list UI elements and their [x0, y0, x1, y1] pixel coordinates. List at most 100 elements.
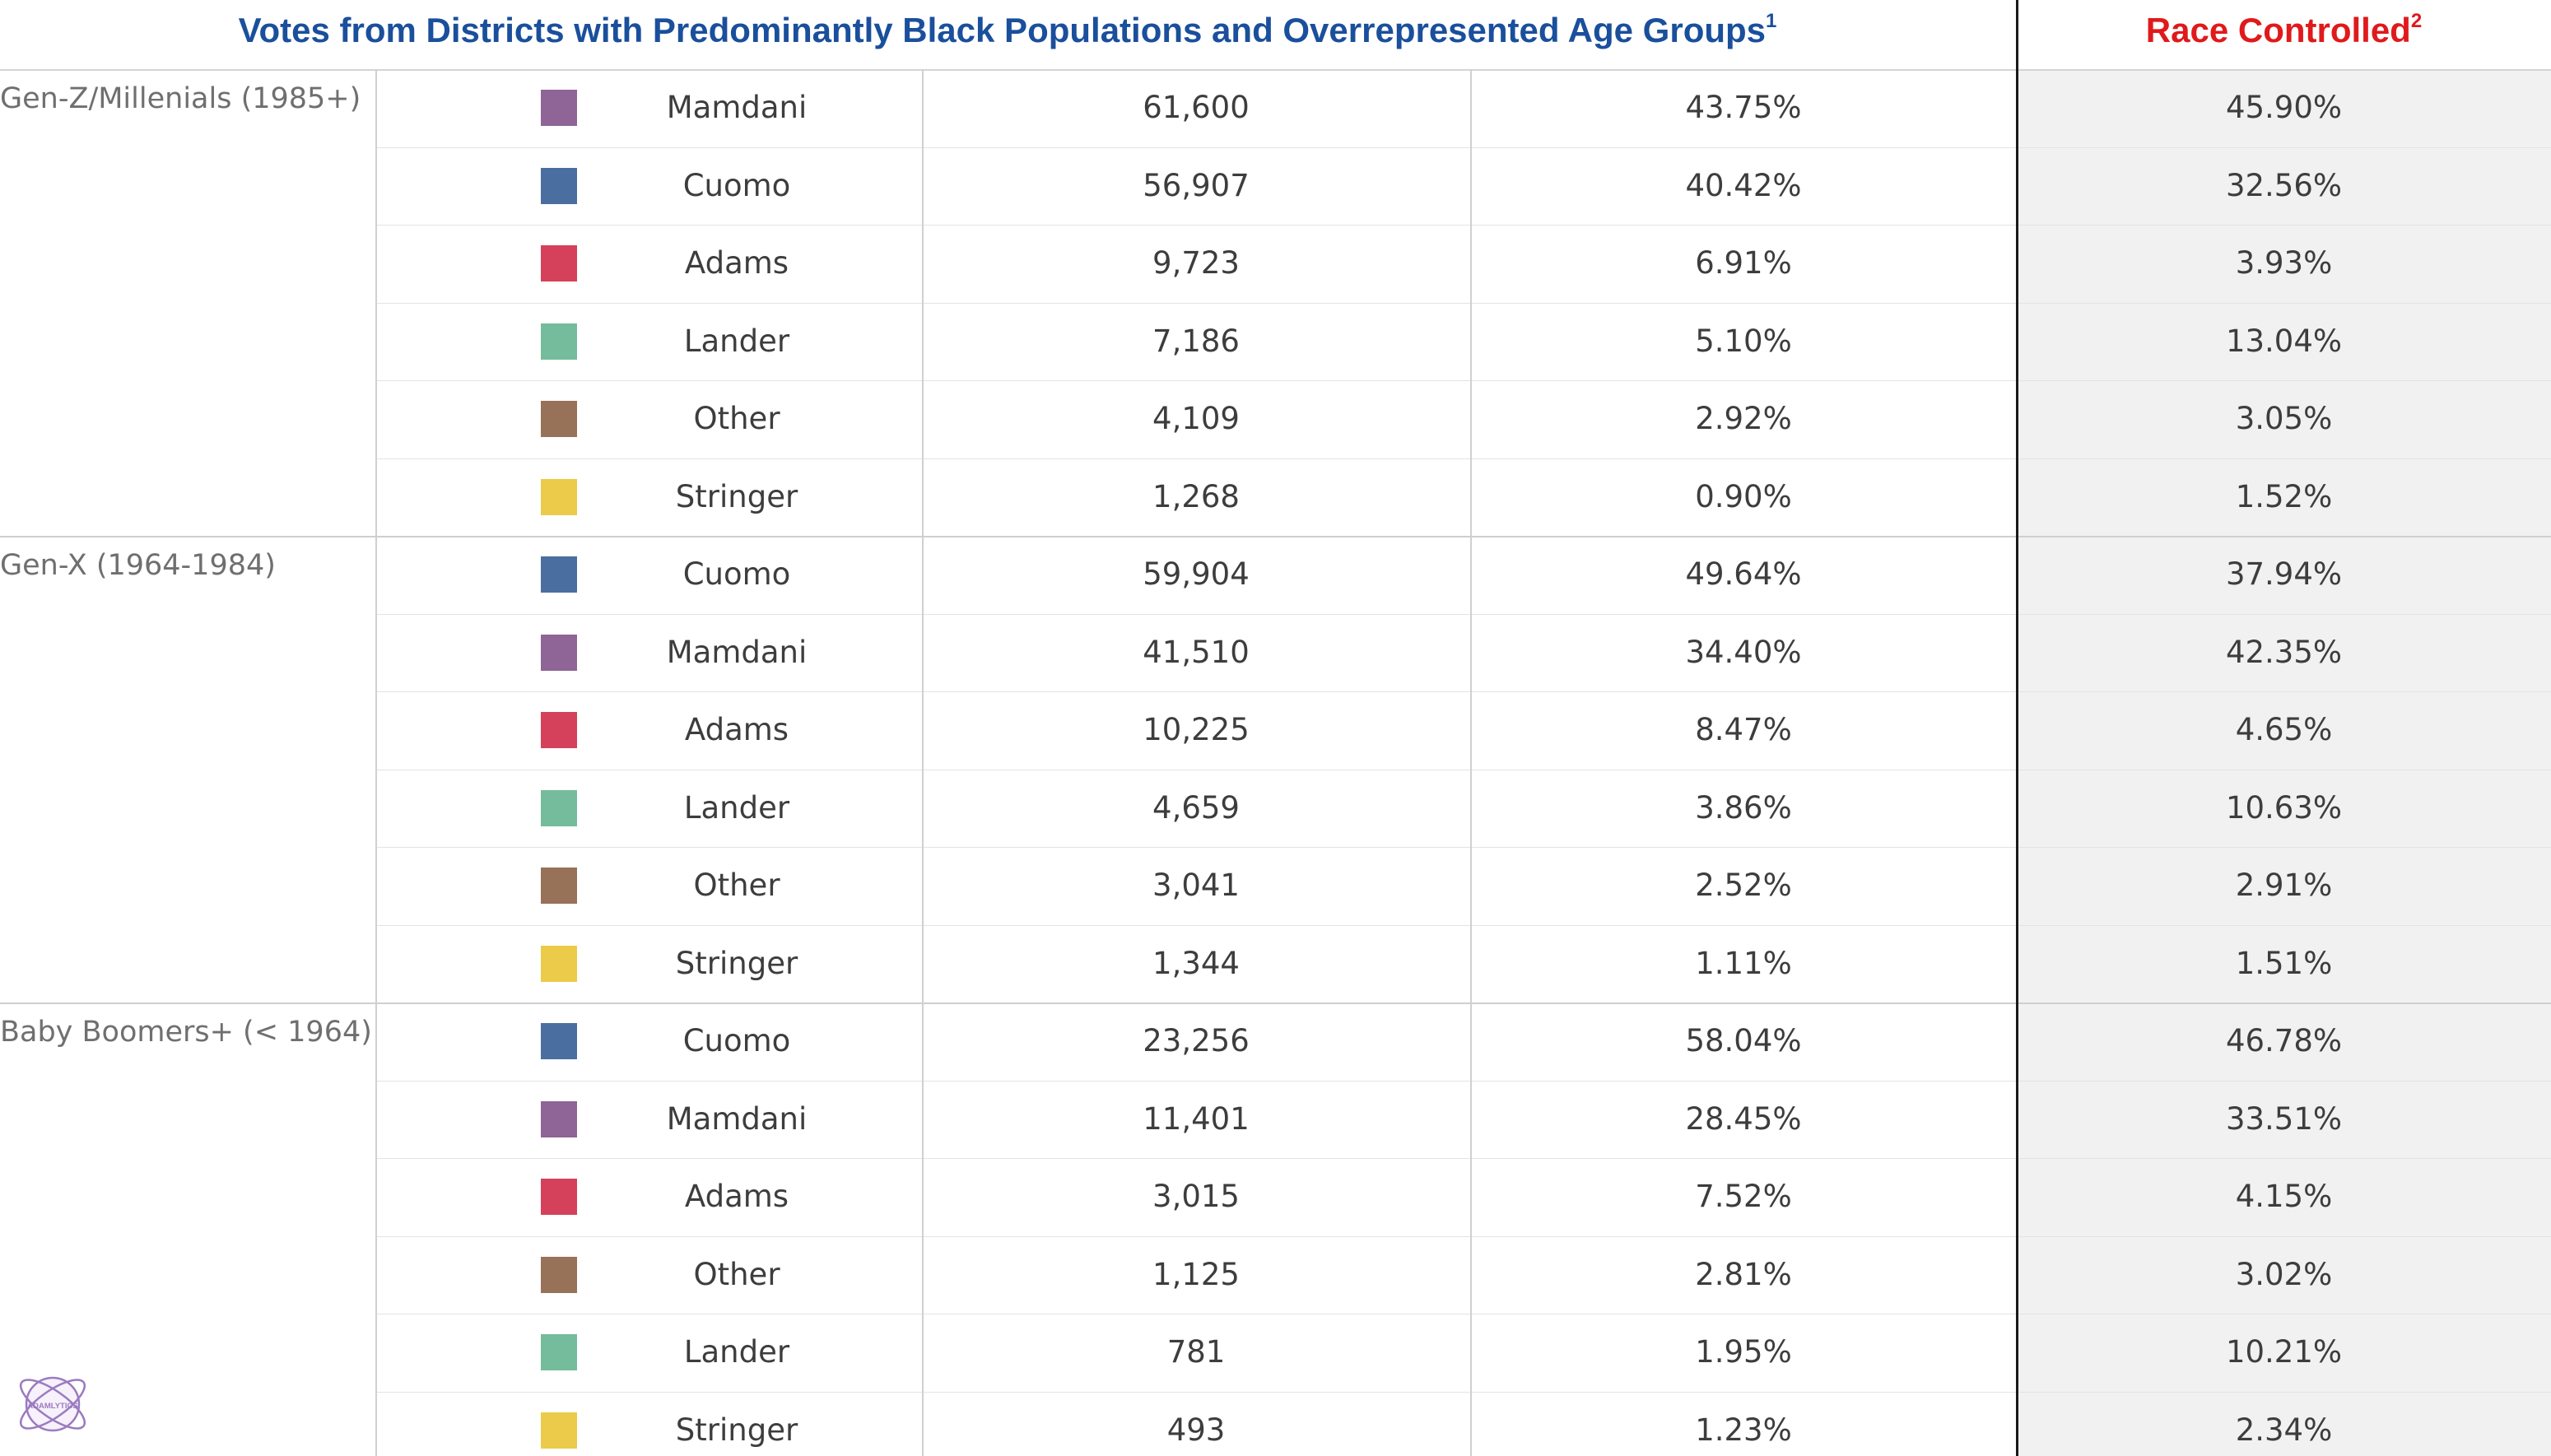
share-value: 28.45%	[1685, 1100, 1802, 1137]
votes-value: 4,659	[1152, 789, 1240, 826]
group-label: Gen-Z/Millenials (1985+)	[0, 82, 361, 115]
legend-swatch	[541, 712, 577, 749]
row-divider	[375, 458, 2551, 459]
votes-value: 493	[1166, 1412, 1226, 1448]
share-value: 7.52%	[1695, 1179, 1792, 1214]
race-controlled-value: 1.51%	[2235, 945, 2333, 981]
logo-orbit	[19, 1379, 86, 1430]
share-value: 49.64%	[1685, 556, 1802, 592]
share-value: 5.10%	[1695, 323, 1792, 359]
race-controlled-value: 4.65%	[2235, 712, 2333, 747]
votes-value: 1,125	[1152, 1256, 1240, 1292]
votes-value: 41,510	[1143, 634, 1250, 670]
logo-ring	[25, 1376, 81, 1432]
race-controlled-header: Race Controlled2	[2017, 0, 2551, 64]
row-divider	[375, 1080, 2551, 1082]
row-divider	[375, 847, 2551, 848]
votes-value: 1,268	[1152, 478, 1240, 514]
share-value: 0.90%	[1695, 478, 1792, 514]
row-divider	[375, 302, 2551, 304]
candidate-name: Cuomo	[682, 1023, 791, 1058]
column-divider	[1470, 69, 1472, 1456]
candidate-name: Cuomo	[682, 167, 791, 203]
share-value: 1.95%	[1695, 1334, 1792, 1370]
share-value: 34.40%	[1685, 634, 1802, 670]
legend-swatch	[541, 1334, 577, 1371]
race-controlled-value: 32.56%	[2225, 167, 2343, 203]
race-controlled-column-background	[2017, 69, 2551, 1456]
legend-swatch	[541, 90, 577, 127]
row-divider	[375, 1235, 2551, 1237]
race-controlled-divider	[2016, 0, 2018, 1456]
column-divider	[375, 69, 377, 1456]
votes-value: 56,907	[1143, 167, 1250, 203]
candidate-name: Mamdani	[666, 90, 808, 125]
candidate-name: Lander	[683, 1334, 790, 1370]
adamlytics-logo: ADAMLYTICS	[19, 1376, 86, 1432]
legend-swatch	[541, 789, 577, 826]
share-value: 6.91%	[1695, 245, 1792, 281]
share-value: 43.75%	[1685, 90, 1802, 125]
atom-icon	[19, 1376, 86, 1432]
candidate-name: Lander	[683, 789, 790, 826]
race-controlled-value: 10.21%	[2225, 1334, 2343, 1370]
row-divider	[375, 225, 2551, 226]
share-value: 40.42%	[1685, 167, 1802, 203]
candidate-name: Stringer	[675, 945, 798, 981]
legend-swatch	[541, 167, 577, 204]
candidate-name: Mamdani	[666, 1100, 808, 1137]
share-value: 2.92%	[1695, 401, 1792, 436]
legend-swatch	[541, 1023, 577, 1060]
race-controlled-value: 3.02%	[2235, 1256, 2333, 1292]
candidate-name: Stringer	[675, 1412, 798, 1448]
title-footnote-marker: 1	[1766, 10, 1777, 32]
group-divider	[0, 536, 2551, 537]
candidate-name: Other	[693, 1256, 780, 1292]
votes-value: 23,256	[1143, 1023, 1250, 1058]
legend-swatch	[541, 1100, 577, 1137]
legend-swatch	[541, 868, 577, 905]
share-value: 1.23%	[1695, 1412, 1792, 1448]
votes-value: 61,600	[1143, 90, 1250, 125]
legend-swatch	[541, 1256, 577, 1293]
column-divider	[922, 69, 924, 1456]
legend-swatch	[541, 1179, 577, 1216]
legend-swatch	[541, 1412, 577, 1449]
candidate-name: Other	[693, 401, 780, 436]
race-controlled-value: 10.63%	[2225, 789, 2343, 826]
race-controlled-value: 33.51%	[2225, 1100, 2343, 1137]
row-divider	[375, 1391, 2551, 1393]
votes-value: 9,723	[1152, 245, 1240, 281]
race-controlled-value: 1.52%	[2235, 478, 2333, 514]
votes-value: 781	[1166, 1334, 1226, 1370]
candidate-name: Lander	[683, 323, 790, 359]
legend-swatch	[541, 245, 577, 282]
group-label: Baby Boomers+ (< 1964)	[0, 1016, 372, 1049]
race-controlled-value: 4.15%	[2235, 1179, 2333, 1214]
candidate-name: Mamdani	[666, 634, 808, 670]
race-controlled-value: 37.94%	[2225, 556, 2343, 592]
votes-value: 3,015	[1152, 1179, 1240, 1214]
race-controlled-value: 3.93%	[2235, 245, 2333, 281]
share-value: 2.52%	[1695, 868, 1792, 903]
legend-swatch	[541, 634, 577, 671]
race-controlled-value: 3.05%	[2235, 401, 2333, 436]
candidate-name: Other	[693, 868, 780, 903]
race-controlled-value: 42.35%	[2225, 634, 2343, 670]
votes-value: 7,186	[1152, 323, 1240, 359]
legend-swatch	[541, 478, 577, 515]
votes-value: 4,109	[1152, 401, 1240, 436]
group-divider	[0, 1002, 2551, 1004]
candidate-name: Adams	[684, 1179, 789, 1214]
share-value: 3.86%	[1695, 789, 1792, 826]
legend-swatch	[541, 945, 577, 982]
group-label: Gen-X (1964-1984)	[0, 549, 276, 582]
row-divider	[375, 380, 2551, 381]
candidate-name: Adams	[684, 245, 789, 281]
logo-orbit	[19, 1379, 86, 1430]
legend-swatch	[541, 323, 577, 360]
share-value: 58.04%	[1685, 1023, 1802, 1058]
legend-swatch	[541, 556, 577, 593]
candidate-name: Adams	[684, 712, 789, 747]
